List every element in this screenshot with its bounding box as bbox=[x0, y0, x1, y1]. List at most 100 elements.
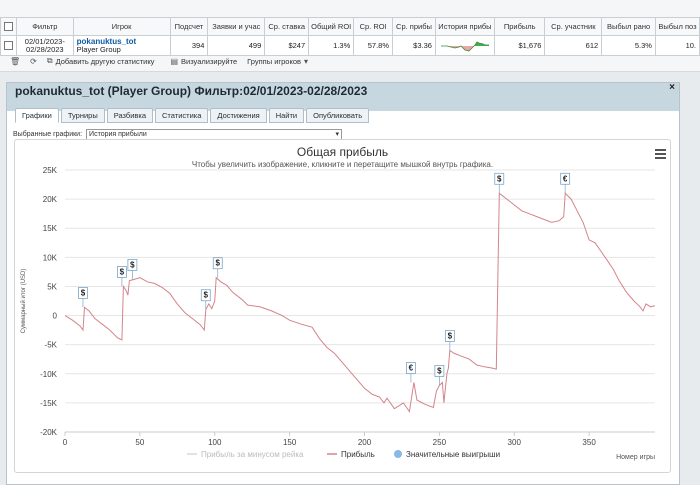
y-tick-label: -20K bbox=[40, 428, 58, 437]
tab-tournaments[interactable]: Турниры bbox=[60, 108, 105, 123]
col-profit-history[interactable]: История прибы bbox=[434, 17, 495, 36]
win-flag-label: € bbox=[563, 174, 568, 183]
row-checkbox[interactable] bbox=[4, 41, 13, 51]
tab-publish[interactable]: Опубликовать bbox=[306, 108, 370, 123]
x-tick-label: 50 bbox=[135, 438, 144, 447]
trash-icon[interactable]: 🗑 bbox=[10, 56, 21, 66]
y-tick-label: 20K bbox=[43, 195, 58, 204]
player-group-label: Player Group bbox=[76, 44, 121, 54]
sparkline-chart bbox=[440, 40, 489, 51]
row-checkbox-cell[interactable] bbox=[0, 35, 17, 56]
close-icon[interactable]: × bbox=[669, 82, 675, 93]
player-groups-dropdown[interactable]: Группы игроков ▾ bbox=[247, 57, 308, 66]
copy-icon: ⧉ bbox=[46, 56, 53, 65]
select-all-checkbox[interactable] bbox=[4, 22, 13, 32]
player-cell: pokanuktus_tot Player Group bbox=[72, 35, 171, 56]
x-tick-label: 200 bbox=[358, 438, 372, 447]
win-flag-label: $ bbox=[81, 288, 86, 297]
visualize-button[interactable]: ▤ Визуализируйте bbox=[170, 57, 237, 66]
legend-label-profit[interactable]: Прибыль bbox=[341, 450, 375, 459]
total-roi-value: 1.3% bbox=[308, 35, 355, 56]
col-total-roi[interactable]: Общий ROI bbox=[308, 17, 355, 36]
col-avg-participants[interactable]: Ср. участник bbox=[544, 17, 603, 36]
win-flag-label: $ bbox=[130, 260, 135, 269]
win-flag-label: $ bbox=[216, 259, 221, 268]
chart-subtitle: Чтобы увеличить изображение, кликните и … bbox=[191, 160, 494, 169]
y-tick-label: -15K bbox=[40, 399, 58, 408]
win-flag[interactable] bbox=[494, 172, 505, 185]
early-out-value: 5.3% bbox=[601, 35, 656, 56]
avg-participants-value: 612 bbox=[544, 35, 603, 56]
chart-select-value: История прибыли bbox=[89, 131, 147, 138]
x-tick-label: 250 bbox=[433, 438, 447, 447]
win-flag-label: $ bbox=[437, 366, 442, 375]
x-tick-label: 0 bbox=[63, 438, 68, 447]
select-all-header[interactable] bbox=[0, 17, 17, 36]
y-tick-label: 5K bbox=[47, 282, 57, 291]
win-flag-label: € bbox=[409, 364, 414, 373]
col-avg-stake[interactable]: Ср. ставка bbox=[264, 17, 310, 36]
win-flag[interactable] bbox=[406, 362, 416, 374]
col-avg-profit[interactable]: Ср. прибы bbox=[392, 17, 436, 36]
x-tick-label: 100 bbox=[208, 438, 222, 447]
hamburger-menu-icon[interactable] bbox=[655, 149, 666, 161]
chevron-down-icon: ▾ bbox=[335, 131, 340, 138]
win-flag[interactable] bbox=[78, 287, 88, 299]
tab-charts[interactable]: Графики bbox=[15, 108, 59, 123]
entries-value: 499 bbox=[207, 35, 266, 56]
avg-roi-value: 57.8% bbox=[353, 35, 394, 56]
stats-table-area: Фильтр Игрок Подсчет Заявки и учас Ср. с… bbox=[0, 0, 700, 72]
avg-stake-value: $247 bbox=[264, 35, 310, 56]
stats-header-row: Фильтр Игрок Подсчет Заявки и учас Ср. с… bbox=[0, 17, 700, 36]
x-axis-title: Номер игры bbox=[616, 454, 655, 461]
win-flag[interactable] bbox=[127, 259, 138, 271]
tab-find[interactable]: Найти bbox=[268, 108, 305, 123]
col-profit[interactable]: Прибыль bbox=[493, 17, 546, 36]
win-flag[interactable] bbox=[212, 257, 223, 270]
tab-statistics[interactable]: Статистика bbox=[155, 108, 209, 123]
tab-breakdown[interactable]: Разбивка bbox=[106, 108, 154, 123]
legend-label-wins[interactable]: Значительные выигрыши bbox=[406, 450, 500, 459]
win-flag[interactable] bbox=[444, 330, 455, 342]
col-player[interactable]: Игрок bbox=[72, 17, 171, 36]
y-tick-label: 15K bbox=[43, 224, 58, 233]
chart-title: Общая прибыль bbox=[296, 145, 389, 159]
win-flag[interactable] bbox=[117, 266, 127, 278]
x-tick-label: 150 bbox=[283, 438, 297, 447]
x-tick-label: 300 bbox=[508, 438, 522, 447]
panel-tabs: Графики Турниры Разбивка Статистика Дост… bbox=[15, 108, 370, 123]
win-flag[interactable] bbox=[434, 365, 445, 377]
win-flag[interactable] bbox=[200, 289, 211, 302]
win-flag[interactable] bbox=[560, 172, 571, 185]
refresh-icon[interactable]: ⟳ bbox=[30, 56, 37, 66]
win-flag-label: $ bbox=[204, 291, 209, 300]
tab-achievements[interactable]: Достижения bbox=[210, 108, 267, 123]
visualize-label: Визуализируйте bbox=[181, 56, 238, 66]
filter-date-end: 02/28/2023 bbox=[26, 44, 64, 54]
player-name-link[interactable]: pokanuktus_tot bbox=[76, 36, 137, 46]
col-avg-roi[interactable]: Ср. ROI bbox=[353, 17, 394, 36]
add-stat-button[interactable]: ⧉ Добавить другую статистику bbox=[47, 56, 155, 66]
y-axis-title: Суммарный итог (USD) bbox=[20, 269, 27, 334]
legend-label-net-profit[interactable]: Прибыль за минусом рейка bbox=[201, 450, 304, 459]
col-late-out[interactable]: Выбыл поз bbox=[654, 17, 700, 36]
col-entries[interactable]: Заявки и учас bbox=[207, 17, 266, 36]
y-tick-label: -10K bbox=[40, 370, 58, 379]
x-tick-label: 350 bbox=[582, 438, 596, 447]
table-row[interactable]: 02/01/2023- 02/28/2023 pokanuktus_tot Pl… bbox=[0, 35, 700, 56]
stats-table: Фильтр Игрок Подсчет Заявки и учас Ср. с… bbox=[0, 17, 700, 56]
col-count[interactable]: Подсчет bbox=[169, 17, 209, 36]
chart-selector-label: Выбранные графики: bbox=[13, 131, 83, 138]
series-line-profit[interactable] bbox=[64, 192, 656, 413]
win-flag-label: $ bbox=[120, 267, 125, 276]
y-tick-label: 10K bbox=[43, 253, 58, 262]
col-filter[interactable]: Фильтр bbox=[16, 17, 74, 36]
profit-chart[interactable]: -20K -15K -10K -5K 0 5K 10K 15K 20K 25K 0 50 100 150 2… bbox=[15, 140, 670, 472]
profit-chart-container[interactable]: Общая прибыль Чтобы увеличить изображени… bbox=[14, 139, 671, 473]
profit-history-sparkline[interactable] bbox=[434, 35, 495, 56]
y-tick-label: 25K bbox=[43, 166, 58, 175]
add-stat-label: Добавить другую статистику bbox=[55, 56, 155, 66]
col-early-out[interactable]: Выбыл рано bbox=[601, 17, 656, 36]
legend-marker-wins bbox=[394, 450, 402, 458]
panel-title: pokanuktus_tot (Player Group) Фильтр:02/… bbox=[15, 84, 368, 98]
